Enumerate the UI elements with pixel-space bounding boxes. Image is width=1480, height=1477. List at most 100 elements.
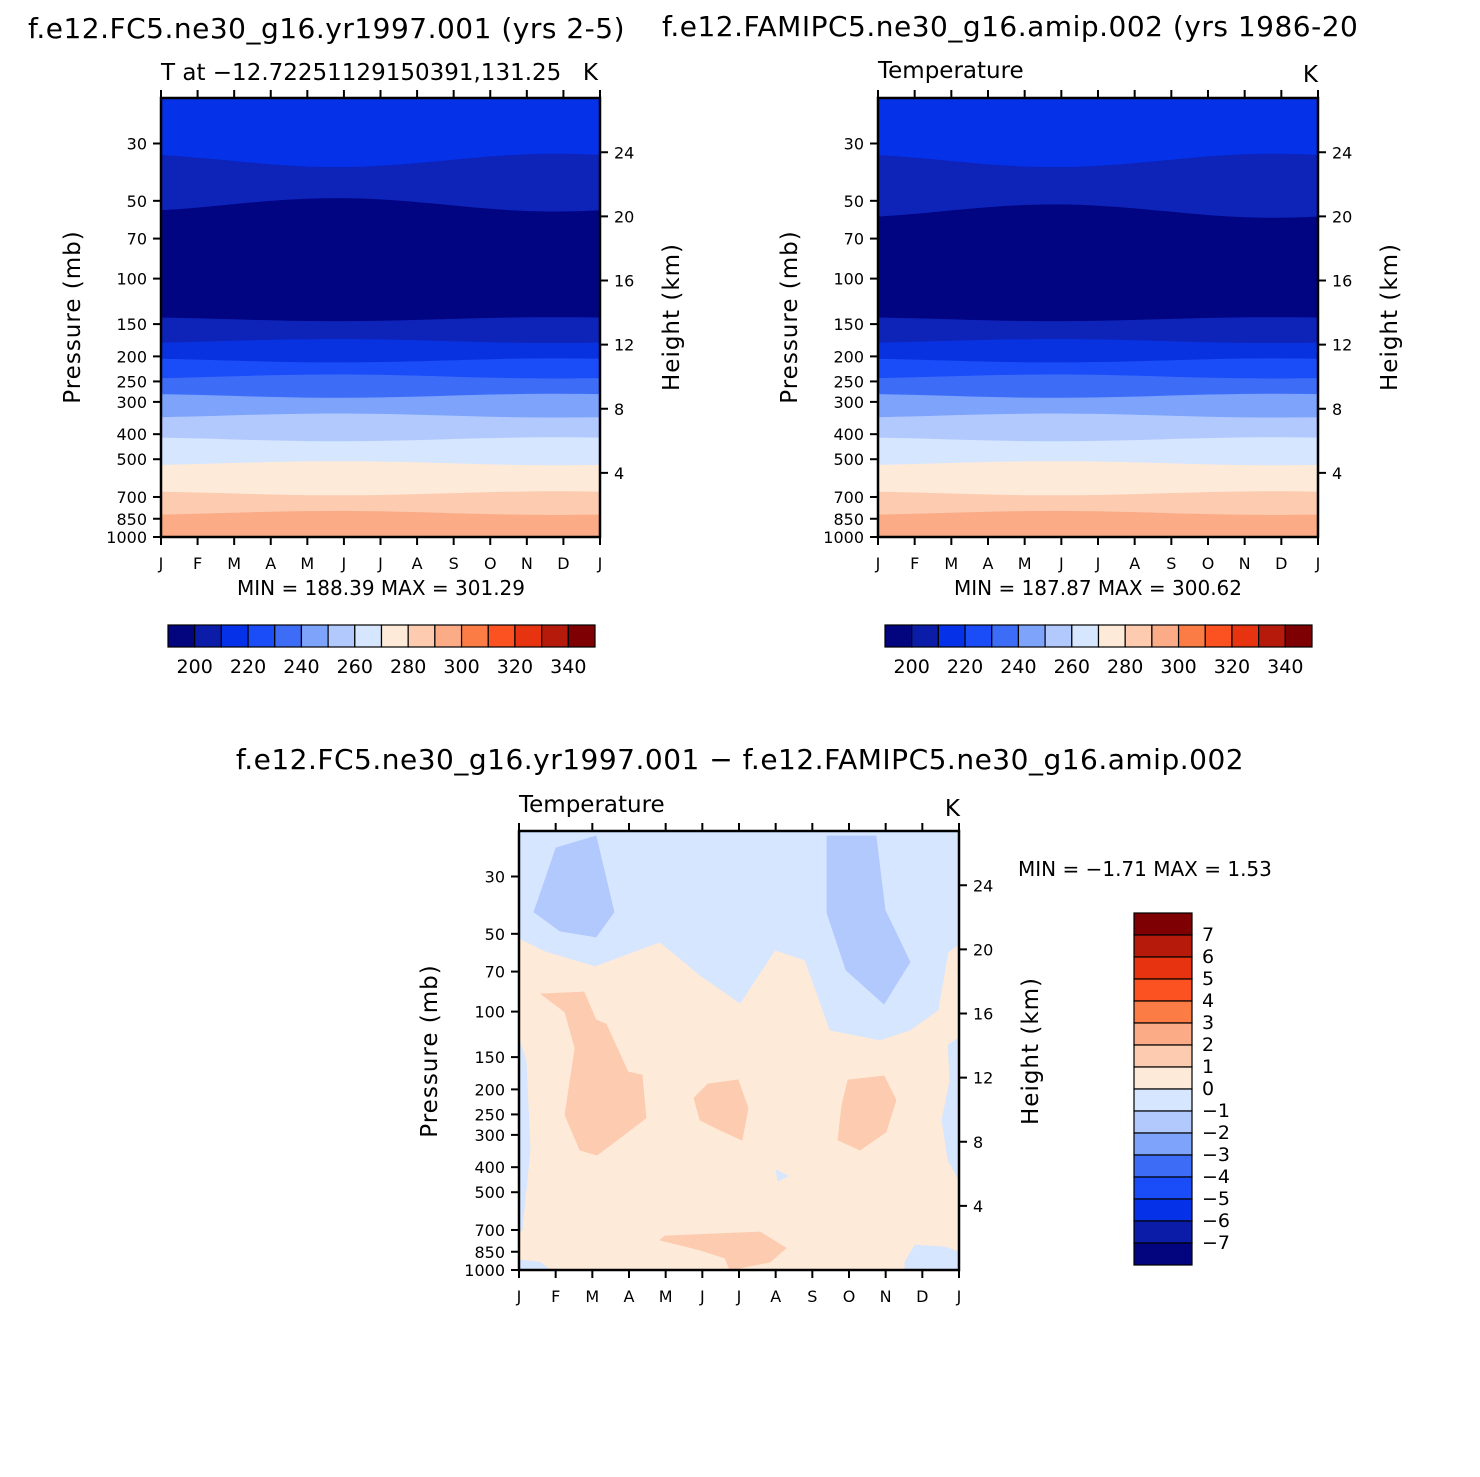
panel-difference-ytick-label: 200 [474,1080,505,1099]
difference-field-neg2-right [826,835,911,1005]
panel-control-ytick-label: 1000 [823,528,864,547]
panel-case-xtick-label: N [521,554,533,573]
panel-case-ytick-label: 70 [127,230,147,249]
panel-difference-ytick-label: 300 [474,1126,505,1145]
panel-control-ytick-label: 30 [844,135,864,154]
panel-case-height-tick-label: 12 [614,336,634,355]
panel-control-height-tick-label: 20 [1332,207,1352,226]
difference-field-pos-right [837,1075,897,1151]
panel-case-axes: J F M A M J J A S O N D J 30 50 70 100 150 200 250 300 400 500… [106,90,634,573]
panel-difference-xtick-label: M [659,1287,673,1306]
panel-case-colorbar-box [194,624,222,648]
panel-difference-xtick-label: M [585,1287,599,1306]
panel-difference-colorbar-label: 4 [1202,990,1214,1012]
panel-case-colorbar: 200 220 240 260 280 300 320 340 [167,624,596,678]
panel-control: Temperature K J F M A M J J A S O N D J 30 50 70 100 150 2… [777,58,1403,678]
panel-difference-colorbar-box [1133,1088,1193,1112]
panel-control-ylabel-right: Height (km) [1377,243,1403,391]
panel-difference-ytick-label: 150 [474,1048,505,1067]
panel-case-contours [160,97,601,538]
panel-control-height-tick-label: 24 [1332,143,1352,162]
panel-control-xtick-label: N [1239,554,1251,573]
panel-difference-height-tick-label: 16 [973,1005,993,1024]
panel-difference-colorbar-label: 2 [1202,1034,1214,1056]
panel-control-xtick-label: J [1058,554,1064,573]
panel-difference-ytick-label: 700 [474,1221,505,1240]
panel-control-xtick-label: M [1018,554,1032,573]
panel-difference-axes: J F M A M J J A S O N D J 30 50 70 100 150 200 250 300 400 500… [464,823,993,1306]
panel-case-xtick-label: S [449,554,459,573]
panel-case-colorbar-box [354,624,383,648]
panel-control-axes: J F M A M J J A S O N D J 30 50 70 100 150 200 250 300 400 500… [823,90,1352,573]
panel-control-colorbar-label: 240 [1000,656,1036,678]
panel-case-colorbar-box [514,624,543,648]
panel-difference-height-tick-label: 20 [973,940,993,959]
panel-case-contour-band [160,461,601,497]
difference-field-neg-lower-right [904,1244,960,1271]
panel-difference-colorbar-label: 3 [1202,1012,1214,1034]
panel-control-colorbar-box [937,624,966,648]
panel-case-ytick-label: 200 [116,347,147,366]
panel-difference-colorbar-box [1133,1044,1193,1068]
panel-difference-colorbar-label: 0 [1202,1078,1214,1100]
panel-control-ytick-label: 70 [844,230,864,249]
panel-control-xtick-label: F [910,554,919,573]
panel-difference-colorbar-box [1133,1110,1193,1134]
title-right: f.e12.FAMIPC5.ne30_g16.amip.002 (yrs 198… [662,10,1358,43]
panel-case-ylabel: Pressure (mb) [60,230,86,403]
panel-difference-colorbar-label: 5 [1202,968,1214,990]
panel-case-contour-band [160,510,601,538]
panel-case-ytick-label: 30 [127,135,147,154]
panel-control-xtick-label: M [944,554,958,573]
panel-control-ytick-label: 250 [833,372,864,391]
panel-control-contours [877,97,1319,538]
panel-control-xtick-label: J [875,554,881,573]
panel-difference-colorbar-box [1133,1022,1193,1046]
panel-difference-height-tick-label: 4 [973,1197,983,1216]
panel-control-xtick-label: J [1095,554,1101,573]
panel-case-ytick-label: 850 [116,510,147,529]
panel-case-contour-band [160,198,601,322]
panel-case-units: K [583,60,599,86]
panel-control-colorbar-label: 320 [1214,656,1250,678]
panel-case-ytick-label: 300 [116,393,147,412]
panel-control-contour-band [877,437,1319,467]
panel-case-ylabel-right: Height (km) [659,243,685,391]
panel-difference-ylabel-right: Height (km) [1018,977,1044,1125]
panel-case-xtick-label: M [227,554,241,573]
panel-control-colorbar-box [1097,624,1126,648]
panel-difference-colorbar-box [1133,1000,1193,1024]
panel-control-ylabel: Pressure (mb) [777,230,803,403]
panel-difference-colorbar-box [1133,1220,1193,1244]
panel-difference-ytick-label: 1000 [464,1261,505,1280]
panel-case-colorbar-box [541,624,569,648]
panel-control-minmax: MIN = 187.87 MAX = 300.62 [954,576,1242,600]
panel-control-colorbar-label: 220 [947,656,983,678]
panel-difference-xtick-label: J [956,1287,962,1306]
panel-case-height-tick-label: 4 [614,464,624,483]
panel-case-height-tick-label: 8 [614,400,624,419]
panel-difference-colorbar-box [1133,1066,1193,1090]
panel-case-xtick-label: O [484,554,497,573]
panel-case-colorbar-label: 340 [550,656,586,678]
panel-difference-xtick-label: J [516,1287,522,1306]
panel-difference-ytick-label: 400 [474,1158,505,1177]
panel-difference-colorbar-label: −6 [1202,1210,1230,1232]
panel-control-ytick-label: 200 [833,347,864,366]
panel-case-colorbar-label: 260 [337,656,373,678]
panel-difference: Temperature K J F M A M J J A S O N D J3050701001502… [417,792,1272,1306]
panel-case-colorbar-box [567,624,596,648]
panel-control-ytick-label: 700 [833,488,864,507]
panel-difference-xtick-label: S [807,1287,817,1306]
panel-difference-colorbar-box [1133,978,1193,1002]
panel-difference-colorbar-label: −3 [1202,1144,1230,1166]
panel-case-ytick-label: 250 [116,372,147,391]
panel-case-contour-band [160,437,601,467]
panel-case-colorbar-label: 320 [497,656,533,678]
panel-difference-colorbar-box [1133,1242,1193,1266]
panel-case-colorbar-box [434,624,463,648]
panel-difference-colorbar-label: 6 [1202,946,1214,968]
panel-case-xtick-label: J [597,554,603,573]
panel-difference-colorbar-box [1133,1176,1193,1200]
panel-difference-xtick-label: J [699,1287,705,1306]
